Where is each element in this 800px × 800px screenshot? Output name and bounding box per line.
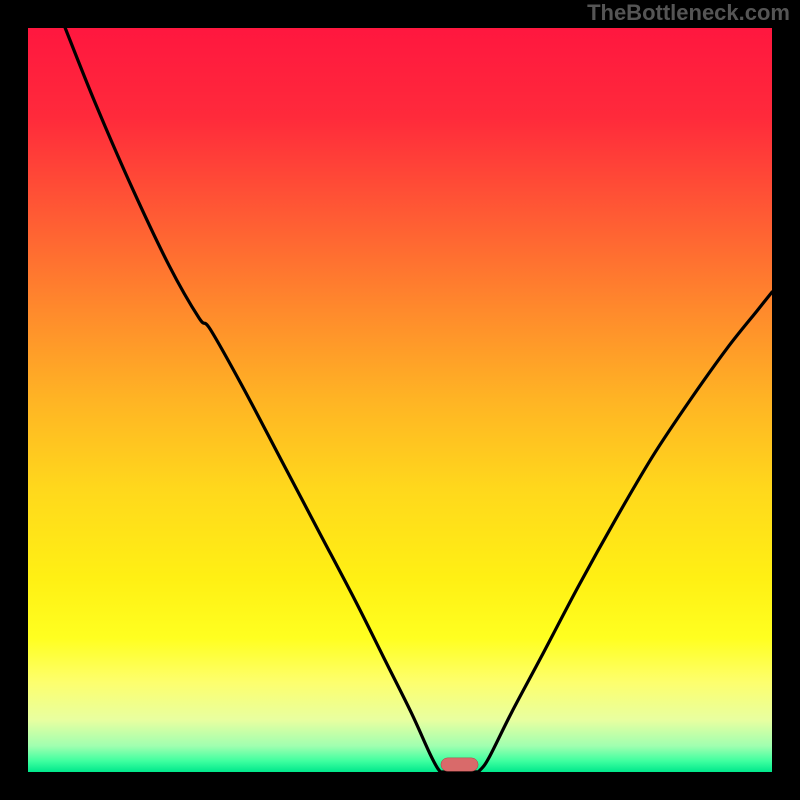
plot-area [28, 28, 772, 772]
optimal-marker [441, 758, 478, 771]
chart-svg [28, 28, 772, 772]
chart-container: TheBottleneck.com [0, 0, 800, 800]
watermark-text: TheBottleneck.com [587, 0, 790, 26]
